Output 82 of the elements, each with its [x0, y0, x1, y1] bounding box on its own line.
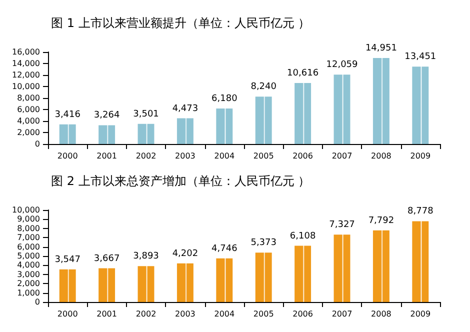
- x-tick-label: 2000: [57, 310, 78, 318]
- y-tick-label: 16,000: [12, 48, 40, 56]
- bar: [216, 258, 233, 302]
- x-tick-label: 2007: [332, 152, 352, 160]
- y-tick-label: 4,000: [17, 116, 40, 126]
- x-tick-label: 2002: [136, 152, 156, 160]
- data-label: 3,893: [133, 252, 159, 262]
- bar: [255, 96, 272, 144]
- x-tick-label: 2005: [253, 310, 274, 318]
- x-tick-label: 2003: [175, 152, 196, 160]
- data-label: 3,501: [133, 109, 159, 120]
- data-label: 5,373: [250, 238, 276, 248]
- x-tick-label: 2004: [214, 152, 235, 160]
- x-tick-label: 2004: [214, 310, 235, 318]
- data-label: 7,327: [329, 220, 355, 230]
- y-tick-label: 10,000: [12, 82, 40, 91]
- data-label: 7,792: [368, 216, 394, 226]
- y-tick-label: 4,000: [17, 260, 40, 270]
- y-tick-label: 10,000: [12, 206, 40, 214]
- data-label: 6,180: [212, 94, 238, 104]
- y-tick-label: 2,000: [17, 279, 40, 288]
- bar: [176, 118, 194, 144]
- x-tick-label: 2006: [292, 152, 313, 160]
- y-tick-label: 5,000: [17, 252, 40, 260]
- y-tick-label: 0: [34, 298, 40, 306]
- y-tick-label: 1,000: [17, 288, 40, 298]
- bar: [176, 263, 194, 302]
- bar: [334, 74, 350, 144]
- x-tick-label: 2008: [371, 152, 392, 160]
- data-label: 8,778: [408, 206, 434, 217]
- y-tick-label: 9,000: [17, 214, 40, 224]
- chart-title: 图 2 上市以来总资产增加（单位：人民币亿元 ）: [51, 174, 310, 188]
- x-tick-label: 2001: [96, 152, 117, 160]
- y-tick-label: 6,000: [17, 105, 40, 114]
- data-label: 12,059: [326, 60, 358, 70]
- x-tick-label: 2003: [175, 310, 196, 318]
- x-tick-label: 2000: [57, 152, 78, 160]
- data-label: 3,667: [94, 254, 120, 264]
- data-label: 4,202: [172, 248, 198, 259]
- data-label: 4,473: [172, 104, 198, 114]
- bar: [412, 66, 429, 144]
- data-label: 14,951: [365, 44, 397, 54]
- bar: [255, 252, 272, 302]
- y-tick-label: 0: [34, 140, 40, 148]
- y-tick-label: 2,000: [17, 128, 40, 137]
- y-tick-label: 7,000: [17, 233, 40, 242]
- y-tick-label: 12,000: [12, 70, 40, 80]
- y-tick-label: 6,000: [17, 242, 40, 252]
- bar: [334, 234, 350, 302]
- y-tick-label: 14,000: [12, 59, 40, 68]
- bar: [372, 58, 390, 144]
- bar: [138, 124, 154, 144]
- y-tick-label: 3,000: [17, 270, 40, 279]
- bar: [294, 82, 312, 144]
- data-label: 3,547: [54, 254, 80, 265]
- bar: [138, 266, 154, 302]
- x-tick-label: 2002: [136, 310, 156, 318]
- bar: [294, 246, 312, 302]
- data-label: 13,451: [404, 52, 436, 62]
- x-tick-label: 2006: [292, 310, 313, 318]
- x-tick-label: 2007: [332, 310, 352, 318]
- bar: [59, 124, 76, 144]
- x-tick-label: 2009: [410, 152, 431, 160]
- x-tick-label: 2009: [410, 310, 431, 318]
- x-tick-label: 2001: [96, 310, 117, 318]
- data-label: 4,746: [212, 244, 238, 254]
- data-label: 3,264: [94, 110, 120, 121]
- bar: [98, 268, 116, 302]
- bar: [98, 125, 116, 144]
- bar: [372, 230, 390, 302]
- bar: [412, 221, 429, 302]
- y-tick-label: 8,000: [17, 94, 40, 102]
- x-tick-label: 2005: [253, 152, 274, 160]
- bar: [59, 269, 76, 302]
- bar: [216, 108, 233, 144]
- data-label: 6,108: [290, 231, 316, 242]
- data-label: 8,240: [250, 82, 277, 92]
- data-label: 10,616: [287, 68, 319, 78]
- chart-title: 图 1 上市以来营业额提升（单位：人民币亿元 ）: [51, 16, 310, 30]
- y-tick-label: 8,000: [17, 224, 40, 233]
- data-label: 3,416: [54, 110, 81, 120]
- x-tick-label: 2008: [371, 310, 392, 318]
